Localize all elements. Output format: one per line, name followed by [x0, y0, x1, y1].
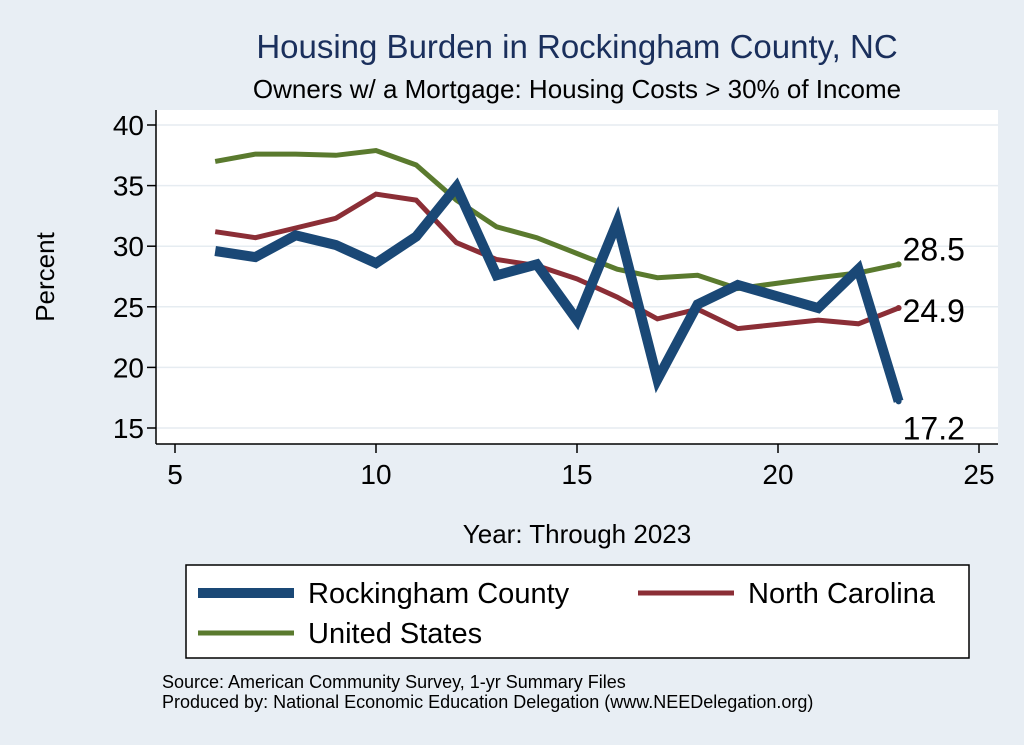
series-end-point-rockingham-county: [895, 398, 902, 405]
x-tick-label-10: 10: [360, 459, 391, 490]
y-tick-label-20: 20: [113, 352, 144, 383]
x-tick-label-25: 25: [963, 459, 994, 490]
chart-title: Housing Burden in Rockingham County, NC: [256, 28, 897, 65]
x-axis: 5 10 15 20 25: [156, 443, 998, 490]
series-end-point-north-carolina: [895, 305, 902, 312]
x-axis-title: Year: Through 2023: [463, 519, 691, 549]
source-note: Source: American Community Survey, 1-yr …: [162, 672, 626, 692]
y-tick-label-40: 40: [113, 110, 144, 141]
y-axis: 15 20 25 30 35 40: [113, 110, 157, 444]
x-tick-label-20: 20: [762, 459, 793, 490]
y-tick-label-15: 15: [113, 413, 144, 444]
legend: Rockingham County North Carolina United …: [185, 564, 970, 659]
y-axis-title: Percent: [30, 231, 60, 321]
end-label-rockingham-county: 17.2: [903, 410, 965, 446]
producer-note: Produced by: National Economic Education…: [162, 692, 813, 712]
y-tick-label-30: 30: [113, 231, 144, 262]
x-tick-label-5: 5: [167, 459, 183, 490]
series-layer: [214, 147, 904, 405]
end-labels: 17.2 24.9 28.5: [903, 231, 965, 446]
series-line-united-states: [214, 147, 900, 292]
y-tick-label-35: 35: [113, 171, 144, 202]
end-label-united-states: 28.5: [903, 231, 965, 267]
gridlines: [156, 124, 998, 429]
legend-box: [185, 564, 970, 659]
x-tick-label-15: 15: [561, 459, 592, 490]
series-line-rockingham-county: [214, 177, 904, 403]
series-end-point-united-states: [895, 261, 902, 268]
legend-label-rockingham: Rockingham County: [308, 578, 570, 610]
chart-subtitle: Owners w/ a Mortgage: Housing Costs > 30…: [253, 74, 901, 104]
end-label-north-carolina: 24.9: [903, 293, 965, 329]
legend-label-north-carolina: North Carolina: [748, 578, 936, 610]
legend-label-united-states: United States: [308, 618, 482, 650]
y-tick-label-25: 25: [113, 292, 144, 323]
